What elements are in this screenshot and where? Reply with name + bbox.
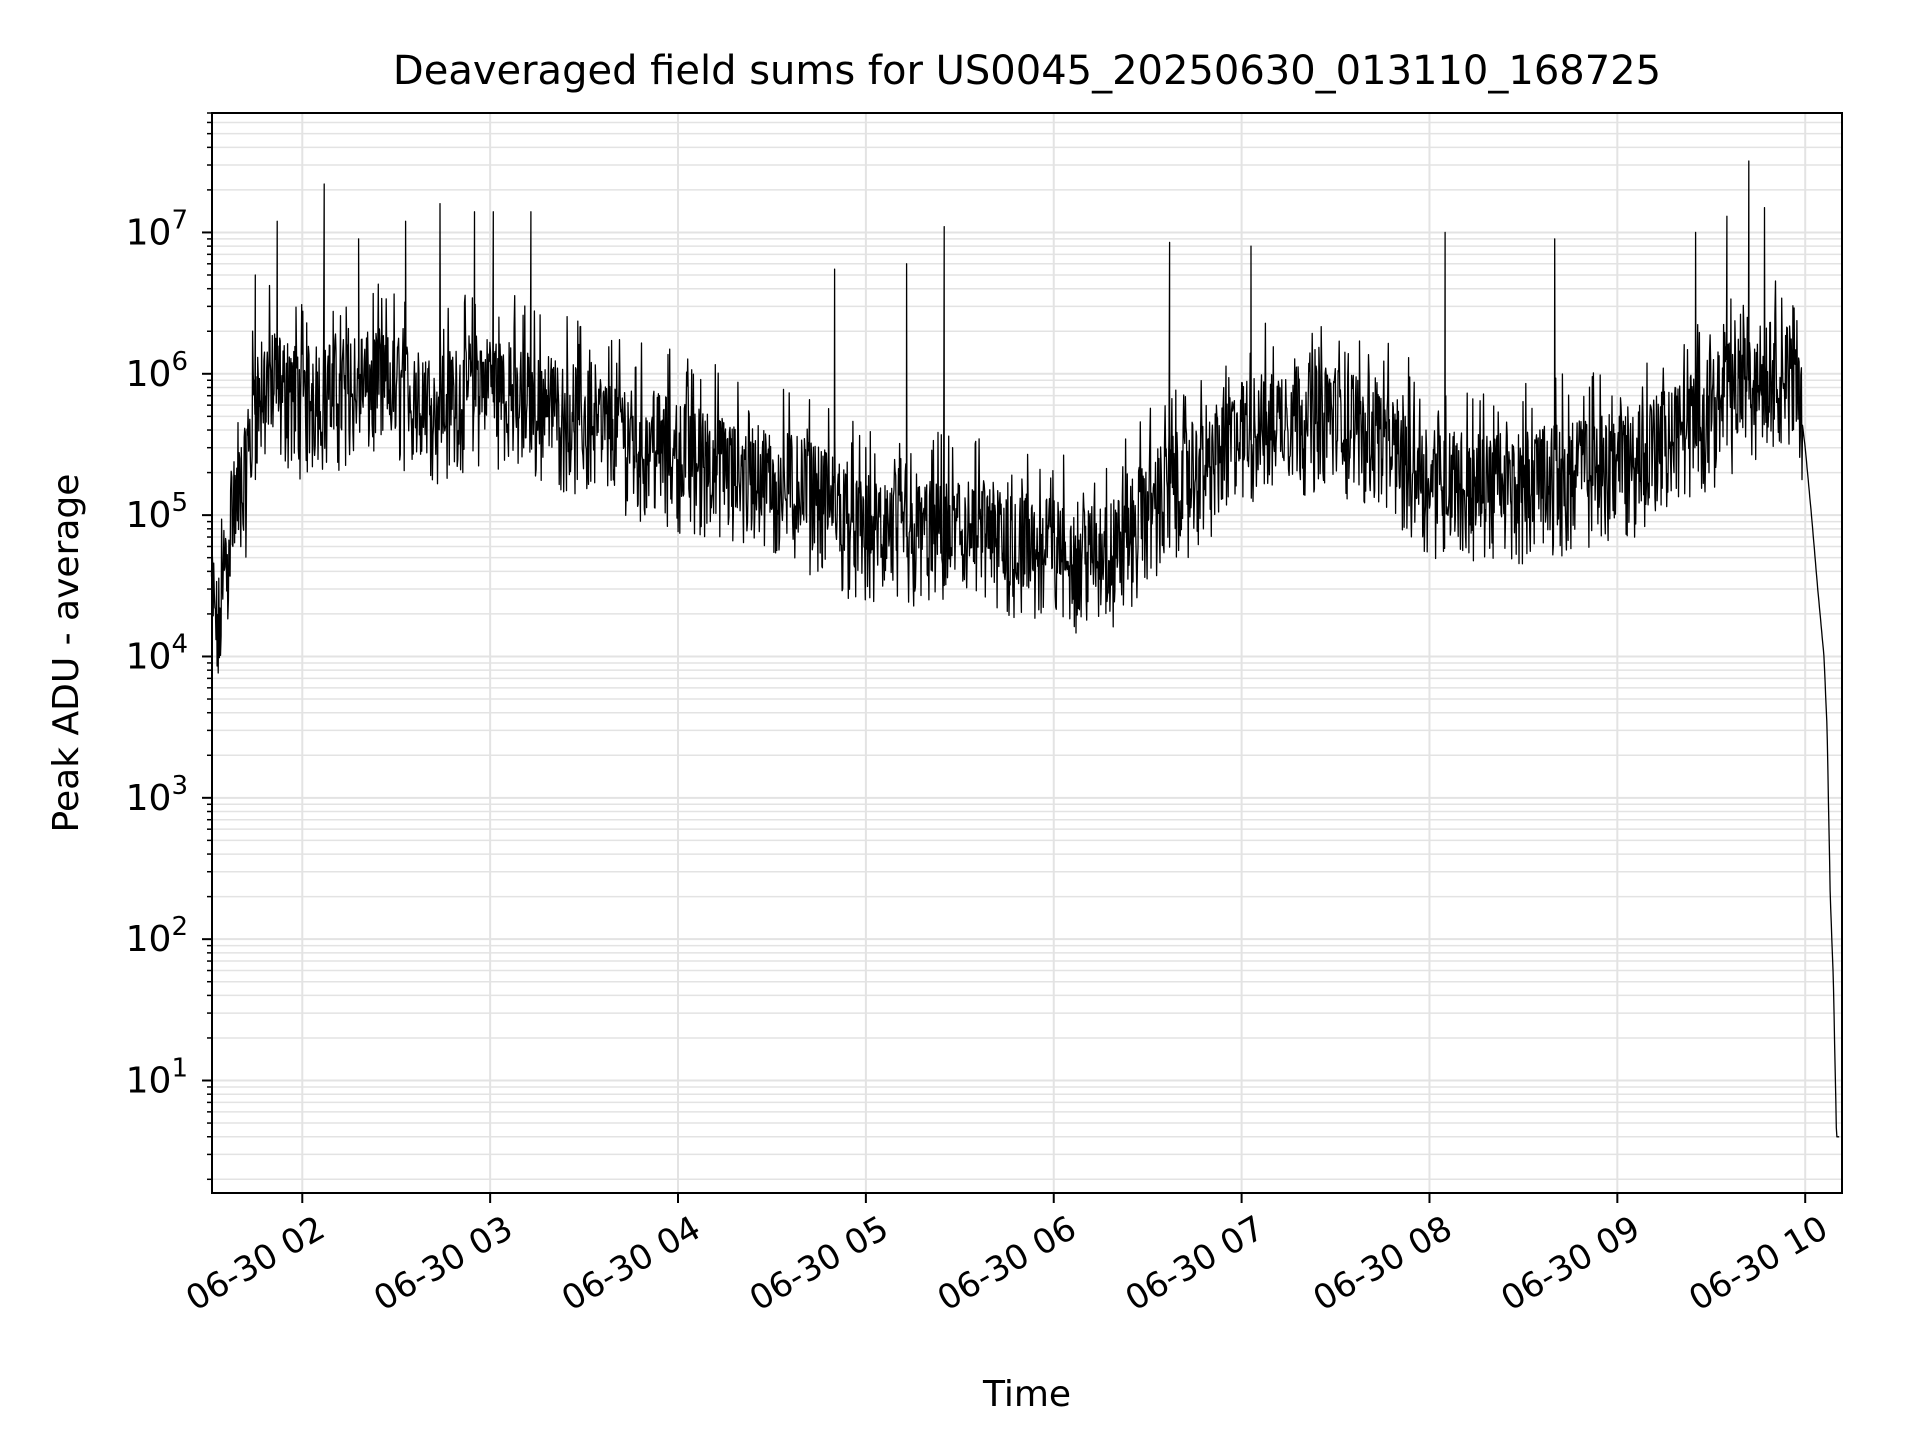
- y-tick-base: 10: [126, 919, 172, 960]
- y-tick-exponent: 2: [171, 912, 188, 942]
- y-tick-base: 10: [126, 636, 172, 677]
- y-tick-label: 102: [126, 912, 188, 960]
- x-tick-label: 06-30 04: [555, 1208, 707, 1319]
- y-tick-label: 103: [126, 771, 188, 819]
- y-tick-exponent: 7: [171, 205, 188, 235]
- y-tick-label: 101: [126, 1054, 188, 1102]
- x-tick-label: 06-30 05: [743, 1208, 895, 1319]
- x-tick-label: 06-30 07: [1119, 1208, 1271, 1319]
- chart-title: Deaveraged field sums for US0045_2025063…: [393, 48, 1661, 94]
- x-tick-label: 06-30 09: [1494, 1208, 1646, 1319]
- x-tick-label: 06-30 03: [367, 1208, 519, 1319]
- y-tick-base: 10: [126, 778, 172, 819]
- y-tick-base: 10: [126, 212, 172, 253]
- y-tick-label: 107: [126, 205, 188, 253]
- y-tick-base: 10: [126, 354, 172, 395]
- y-tick-label: 106: [126, 347, 188, 395]
- series-line: [210, 160, 1840, 1138]
- x-tick-label: 06-30 02: [179, 1208, 331, 1319]
- y-tick-exponent: 6: [171, 347, 188, 377]
- x-tick-label: 06-30 08: [1307, 1208, 1459, 1319]
- series-line-group: [210, 160, 1840, 1138]
- y-tick-exponent: 4: [171, 629, 188, 659]
- x-axis-label: Time: [982, 1374, 1071, 1415]
- y-tick-label: 105: [126, 488, 188, 536]
- x-tick-label: 06-30 06: [931, 1208, 1083, 1319]
- y-axis-label: Peak ADU - average: [46, 474, 87, 833]
- y-tick-exponent: 1: [171, 1054, 188, 1084]
- y-tick-exponent: 3: [171, 771, 188, 801]
- y-tick-label: 104: [126, 629, 188, 677]
- y-tick-exponent: 5: [171, 488, 188, 518]
- grid-lines: [212, 112, 1842, 1193]
- x-tick-label: 06-30 10: [1682, 1208, 1834, 1319]
- x-axis: 06-30 02 06-30 03 06-30 04 06-30 05 06-30 06…: [179, 1193, 1835, 1319]
- plot-frame: [211, 112, 1843, 1194]
- y-tick-base: 10: [126, 1061, 172, 1102]
- y-tick-base: 10: [126, 495, 172, 536]
